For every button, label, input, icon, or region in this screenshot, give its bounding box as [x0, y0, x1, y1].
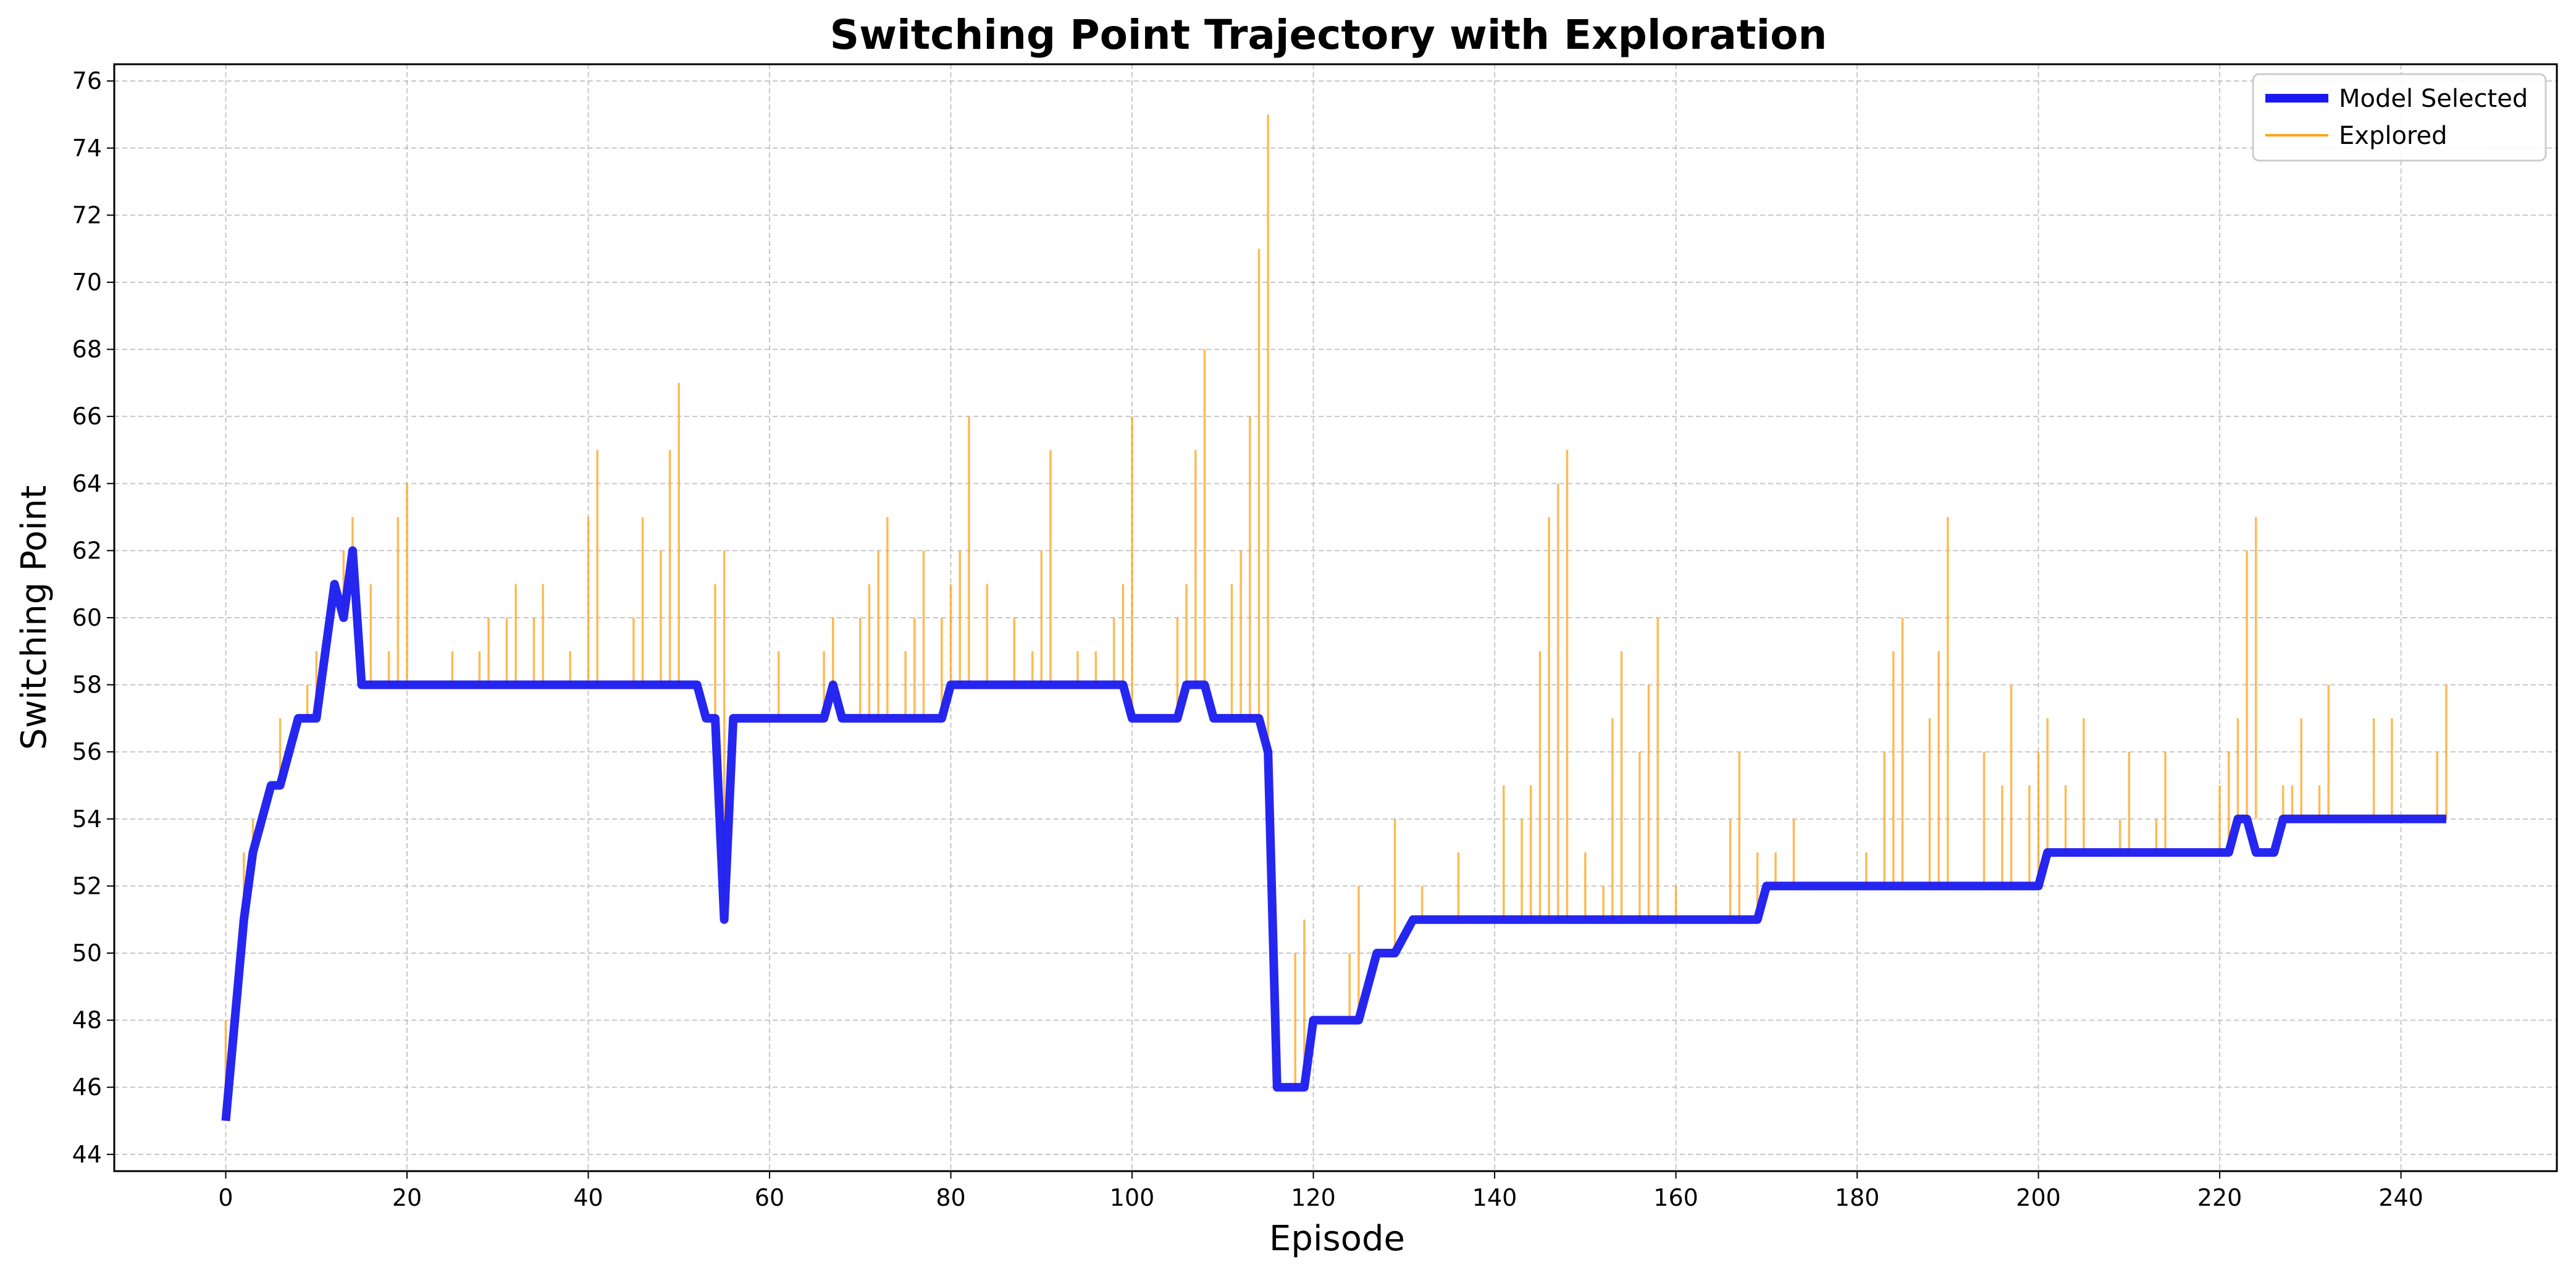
x-tick-label: 200 [2016, 1184, 2061, 1211]
y-tick-label: 74 [72, 135, 102, 162]
y-tick-label: 66 [72, 403, 102, 430]
x-tick-label: 20 [392, 1184, 422, 1211]
x-tick-label: 40 [573, 1184, 603, 1211]
y-tick-label: 60 [72, 604, 102, 631]
y-tick-label: 68 [72, 336, 102, 363]
x-tick-label: 80 [936, 1184, 965, 1211]
x-tick-label: 60 [755, 1184, 784, 1211]
y-tick-label: 76 [72, 67, 102, 95]
y-axis: 44 46 48 50 52 54 56 58 60 62 64 66 68 70 72 74 76 [72, 67, 114, 1168]
x-tick-label: 240 [2378, 1184, 2423, 1211]
y-tick-label: 48 [72, 1007, 102, 1034]
legend: Model Selected Explored [2252, 73, 2547, 162]
y-tick-label: 64 [72, 470, 102, 497]
chart-title: Switching Point Trajectory with Explorat… [830, 11, 1827, 59]
y-tick-label: 58 [72, 671, 102, 699]
x-axis-label: Episode [1269, 1219, 1405, 1259]
legend-explored-label: Explored [2339, 122, 2448, 150]
model-selected-line [221, 546, 2446, 1122]
y-tick-label: 72 [72, 201, 102, 229]
x-tick-label: 0 [218, 1184, 233, 1211]
y-tick-label: 62 [72, 537, 102, 564]
model-series [221, 546, 2446, 1122]
x-axis: 0 20 40 60 80 100 120 140 160 180 200 220 240 [218, 1171, 2423, 1211]
x-tick-label: 160 [1653, 1184, 1698, 1211]
legend-model-label: Model Selected [2339, 85, 2528, 113]
x-tick-label: 100 [1110, 1184, 1155, 1211]
y-tick-label: 54 [72, 805, 102, 833]
y-tick-label: 52 [72, 872, 102, 899]
y-axis-label: Switching Point [14, 486, 54, 750]
y-tick-label: 70 [72, 269, 102, 296]
y-tick-label: 56 [72, 738, 102, 765]
x-tick-label: 140 [1472, 1184, 1517, 1211]
y-tick-label: 44 [72, 1141, 102, 1168]
y-tick-label: 46 [72, 1074, 102, 1101]
x-tick-label: 220 [2197, 1184, 2242, 1211]
explored-series [224, 114, 2448, 1121]
x-tick-label: 180 [1835, 1184, 1880, 1211]
y-tick-label: 50 [72, 940, 102, 967]
x-tick-label: 120 [1291, 1184, 1336, 1211]
